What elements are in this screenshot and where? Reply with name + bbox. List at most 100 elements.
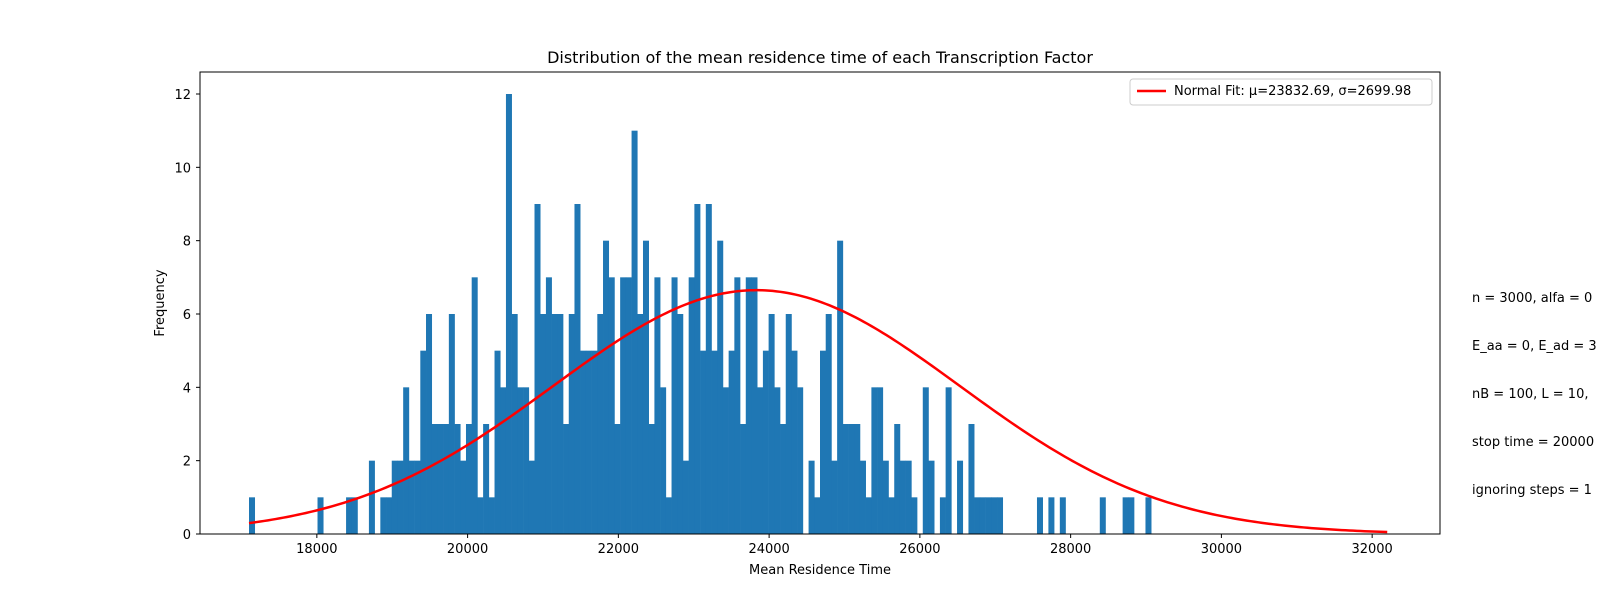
y-axis-ticks: 0 2 4 6 8 10 12 [174, 88, 200, 543]
histogram-bar [671, 277, 678, 534]
legend-box [1129, 78, 1433, 106]
histogram-bar [648, 424, 655, 534]
annotation-line: n = 3000, alfa = 0 [1472, 291, 1593, 306]
legend: Normal Fit: μ=23832.69, σ=2699.98 [1129, 78, 1433, 106]
histogram-bar [842, 424, 849, 534]
histogram-bar [797, 387, 804, 534]
histogram-bar [540, 314, 547, 534]
histogram-bar [911, 497, 918, 534]
histogram-bar [757, 387, 764, 534]
histogram-bar [968, 424, 975, 534]
histogram-bars [249, 94, 1152, 535]
histogram-bar [665, 497, 672, 534]
histogram-bar [985, 497, 992, 534]
x-tick-label: 26000 [899, 542, 940, 557]
parameter-annotation: n = 3000, alfa = 0 E_aa = 0, E_ad = 3 nB… [1472, 259, 1597, 515]
histogram-bar [722, 387, 729, 534]
histogram-bar [899, 460, 906, 534]
histogram-bar [437, 424, 444, 534]
histogram-bar [820, 350, 827, 534]
histogram-bar [426, 314, 433, 534]
histogram-bar [654, 277, 661, 534]
histogram-bar [1145, 497, 1152, 534]
annotation-line: stop time = 20000 [1472, 435, 1595, 450]
y-tick-label: 12 [174, 88, 191, 103]
histogram-bar [494, 350, 501, 534]
histogram-bar [957, 460, 964, 534]
histogram-bar [831, 460, 838, 534]
histogram-bar [740, 424, 747, 534]
x-axis-label: Mean Residence Time [749, 563, 891, 578]
histogram-bar [1048, 497, 1055, 534]
histogram-bar [443, 424, 450, 534]
histogram-bar [745, 277, 752, 534]
histogram-bar [351, 497, 358, 534]
y-tick-label: 2 [183, 455, 191, 470]
histogram-bar [1122, 497, 1129, 534]
histogram-bar [460, 460, 467, 534]
x-tick-label: 30000 [1201, 542, 1242, 557]
histogram-bar [865, 497, 872, 534]
legend-fit-label: Normal Fit: μ=23832.69, σ=2699.98 [1174, 84, 1411, 99]
histogram-bar [597, 314, 604, 534]
histogram-bar [603, 240, 610, 535]
histogram-bar [682, 460, 689, 534]
histogram-bar [922, 387, 929, 534]
chart-title: Distribution of the mean residence time … [547, 48, 1093, 67]
histogram-bar [317, 497, 324, 534]
histogram-bar [694, 204, 701, 534]
x-tick-label: 24000 [748, 542, 789, 557]
histogram-bar [705, 204, 712, 534]
histogram-bar [568, 314, 575, 534]
histogram-bar [825, 314, 832, 534]
x-tick-label: 18000 [296, 542, 337, 557]
histogram-bar [523, 387, 530, 534]
histogram-bar [454, 424, 461, 534]
histogram-bar [945, 387, 952, 534]
histogram-bar [528, 460, 535, 534]
histogram-bar [928, 460, 935, 534]
y-tick-label: 8 [183, 235, 191, 250]
histogram-bar [717, 240, 724, 535]
histogram-bar [774, 387, 781, 534]
histogram-bar [785, 314, 792, 534]
histogram-bar [563, 424, 570, 534]
histogram-bar [1036, 497, 1043, 534]
histogram-bar [700, 350, 707, 534]
histogram-bar [585, 350, 592, 534]
histogram-bar [814, 497, 821, 534]
histogram-bar [859, 460, 866, 534]
histogram-bar [403, 387, 410, 534]
histogram-bar [768, 314, 775, 534]
histogram-bar [420, 350, 427, 534]
histogram-bar [1059, 497, 1066, 534]
histogram-bar [580, 350, 587, 534]
histogram-bar [391, 460, 398, 534]
histogram-bar [660, 387, 667, 534]
histogram-bar [545, 277, 552, 534]
histogram-bar [888, 497, 895, 534]
histogram-bar [608, 277, 615, 534]
histogram-bar [780, 424, 787, 534]
histogram-bar [894, 424, 901, 534]
annotation-line: E_aa = 0, E_ad = 3 [1472, 339, 1597, 354]
histogram-bar [939, 497, 946, 534]
normal-fit-curve [248, 288, 1388, 534]
histogram-bar [534, 204, 541, 534]
histogram-bar [591, 350, 598, 534]
histogram-bar [483, 424, 490, 534]
annotation-line: ignoring steps = 1 [1472, 483, 1592, 498]
histogram-bar [386, 497, 393, 534]
histogram-bar [1128, 497, 1135, 534]
histogram-bar [517, 387, 524, 534]
histogram-bar [711, 350, 718, 534]
y-tick-label: 10 [174, 161, 191, 176]
annotation-line: nB = 100, L = 10, [1472, 387, 1589, 402]
histogram-bar [1099, 497, 1106, 534]
histogram-bar [625, 277, 632, 534]
histogram-bar [471, 277, 478, 534]
histogram-bar [614, 424, 621, 534]
histogram-bar [791, 350, 798, 534]
histogram-bar [642, 240, 649, 535]
